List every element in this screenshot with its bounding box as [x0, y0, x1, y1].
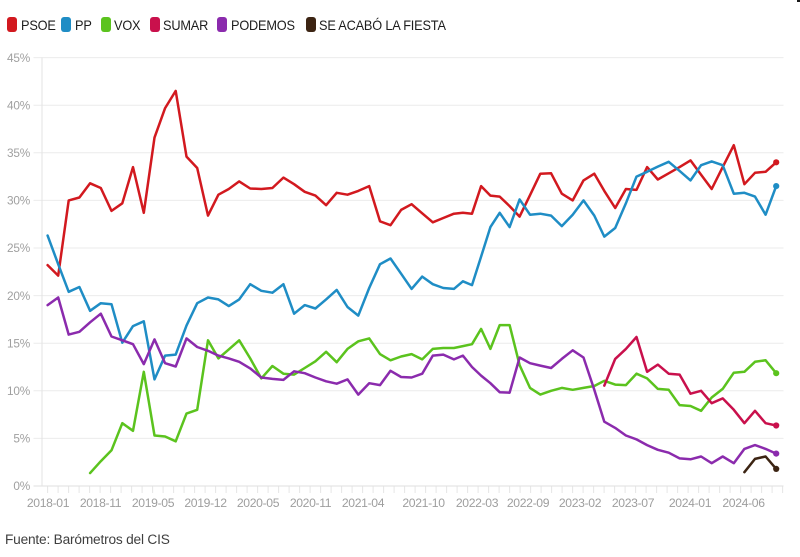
svg-text:45%: 45%: [7, 51, 31, 65]
svg-text:2020-05: 2020-05: [237, 496, 280, 510]
svg-text:2018-01: 2018-01: [27, 496, 70, 510]
svg-text:2019-05: 2019-05: [132, 496, 175, 510]
svg-text:2023-02: 2023-02: [559, 496, 602, 510]
svg-text:0%: 0%: [13, 479, 30, 493]
svg-text:2018-11: 2018-11: [80, 496, 122, 510]
svg-text:2020-11: 2020-11: [290, 496, 332, 510]
svg-text:40%: 40%: [7, 98, 31, 112]
svg-text:2023-07: 2023-07: [612, 496, 655, 510]
svg-text:2022-09: 2022-09: [507, 496, 550, 510]
svg-text:2024-06: 2024-06: [722, 496, 765, 510]
svg-text:2021-04: 2021-04: [342, 496, 385, 510]
svg-text:2021-10: 2021-10: [402, 496, 445, 510]
svg-text:35%: 35%: [7, 146, 31, 160]
svg-text:2024-01: 2024-01: [669, 496, 712, 510]
svg-text:5%: 5%: [13, 432, 30, 446]
svg-text:10%: 10%: [7, 384, 31, 398]
svg-text:15%: 15%: [7, 336, 31, 350]
svg-text:30%: 30%: [7, 194, 31, 208]
svg-text:2019-12: 2019-12: [184, 496, 227, 510]
svg-text:20%: 20%: [7, 289, 31, 303]
svg-text:25%: 25%: [7, 241, 31, 255]
svg-text:2022-03: 2022-03: [456, 496, 499, 510]
